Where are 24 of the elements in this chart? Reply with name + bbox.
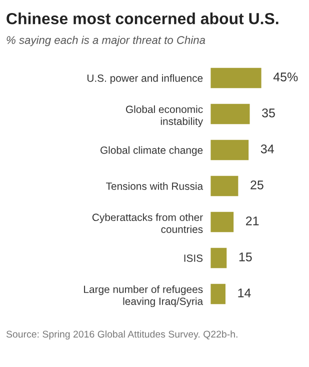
text: % saying each is a major threat to China: [6, 36, 206, 46]
y-tick-label: ISIS: [184, 254, 203, 262]
y-tick-label: Global climate change: [100, 146, 203, 156]
bar: [210, 210, 235, 234]
bar: [210, 174, 240, 198]
data-label: 25: [250, 180, 264, 190]
bar: [210, 282, 227, 306]
y-tick-label: Global economic instability: [126, 105, 204, 128]
bar: [210, 66, 262, 90]
y-tick-label: U.S. power and influence: [87, 74, 203, 84]
source-note: Source: Spring 2016 Global Attitudes Survey. Q22b-h.: [6, 330, 238, 340]
y-tick-label: Tensions with Russia: [106, 182, 204, 190]
y-tick-label: Large number of refugees leaving Iraq/Syria: [84, 285, 204, 308]
bar: [210, 138, 250, 162]
chart-title: Chinese most concerned about U.S.: [6, 12, 278, 24]
data-label: 14: [238, 288, 251, 298]
data-label: 21: [246, 216, 259, 226]
bar: [210, 102, 252, 126]
data-label: 45%: [273, 72, 298, 82]
data-label: 35: [262, 108, 275, 118]
data-label: 34: [260, 144, 274, 154]
data-label: 15: [239, 252, 252, 262]
bar: [210, 246, 228, 270]
y-tick-label: Cyberattacks from other countries: [92, 213, 203, 233]
